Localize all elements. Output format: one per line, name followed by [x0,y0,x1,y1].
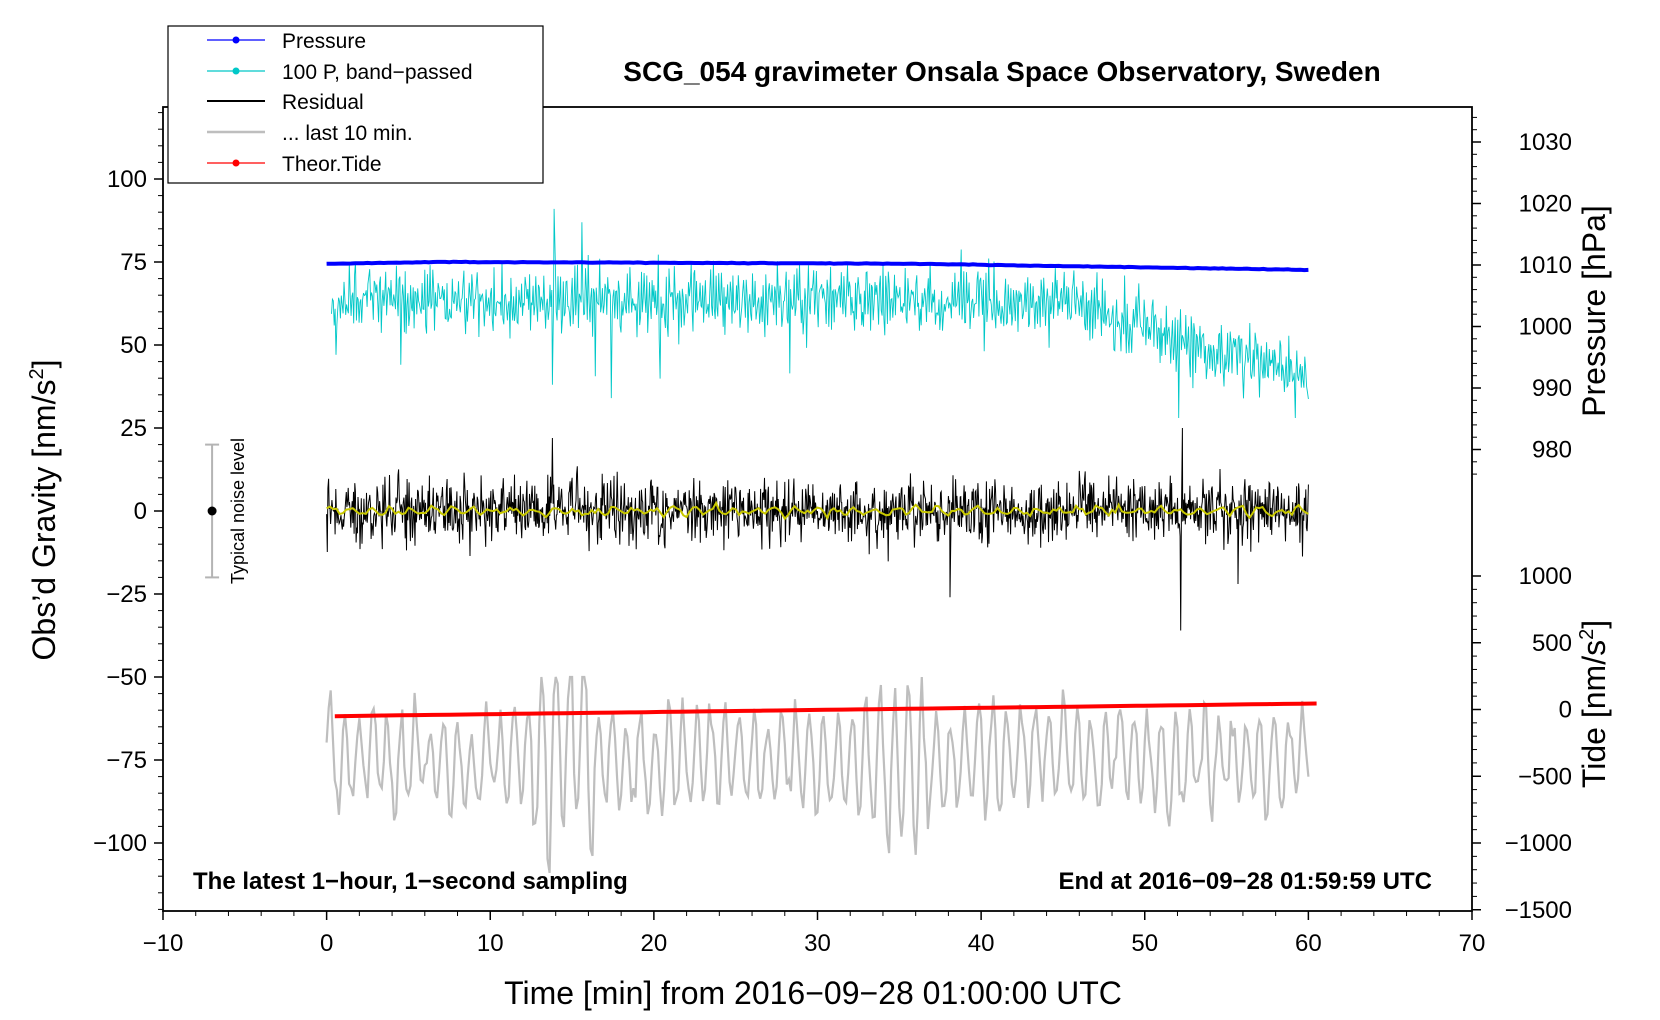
x-tick-label: 70 [1459,930,1486,957]
legend-marker-pressure [232,36,240,44]
noise-level-label: Typical noise level [228,438,248,584]
legend-item-residual: Residual [207,91,364,114]
y-left-tick-label: −25 [106,581,147,608]
y-pressure-tick-label: 980 [1532,437,1572,464]
sampling-note: The latest 1−hour, 1−second sampling [193,868,628,895]
y-pressure-tick-label: 1000 [1519,314,1572,341]
y-tide-tick-label: 0 [1559,697,1572,724]
legend-label-last-10-min: ... last 10 min. [282,122,413,145]
x-axis-title: Time [min] from 2016−09−28 01:00:00 UTC [504,975,1122,1011]
x-tick-label: 50 [1131,930,1158,957]
y-tide-tick-label: −1000 [1505,830,1572,857]
end-time-note: End at 2016−09−28 01:59:59 UTC [1058,868,1432,895]
y-tide-tick-label: −1500 [1505,897,1572,924]
y-left-tick-label: −50 [106,664,147,691]
series-band-passed [331,208,1309,419]
y-axis-tide-title: Tide [nm/s2] [1576,620,1612,788]
noise-indicator: Typical noise level [205,438,248,584]
y-left-tick-label: −75 [106,747,147,774]
y-left-title-sup: 2 [26,368,48,379]
y-left-tick-label: 50 [120,332,147,359]
noise-level-dot [207,506,217,516]
legend-marker-band-passed [232,67,240,75]
legend-item-last-10-min: ... last 10 min. [207,122,413,145]
legend-label-theor-tide: Theor.Tide [282,153,382,176]
y-tide-tick-label: 500 [1532,630,1572,657]
y-left-title-end: ] [26,360,62,369]
legend-item-band-passed: 100 P, band−passed [207,61,473,84]
x-tick-label: 0 [320,930,333,957]
legend: Pressure 100 P, band−passed Residual ...… [167,25,544,184]
x-tick-label: 20 [641,930,668,957]
y-tide-title-end: ] [1576,620,1612,629]
x-tick-label: 30 [804,930,831,957]
legend-label-residual: Residual [282,91,364,114]
legend-item-theor-tide: Theor.Tide [207,153,382,176]
chart-title: SCG_054 gravimeter Onsala Space Observat… [623,56,1380,87]
series-residual [326,427,1309,631]
legend-label-band-passed: 100 P, band−passed [282,61,473,84]
legend-box [167,25,544,184]
y-axis-pressure-title: Pressure [hPa] [1576,205,1612,417]
y-pressure-tick-label: 1020 [1519,191,1572,218]
legend-label-pressure: Pressure [282,30,366,53]
legend-marker-theor-tide [232,159,240,167]
y-left-tick-label: 0 [134,498,147,525]
legend-item-pressure: Pressure [207,30,366,53]
y-tide-title-sup: 2 [1576,629,1598,640]
y-left-tick-label: 100 [107,166,147,193]
y-left-title-main: Obs’d Gravity [nm/s [26,380,62,661]
y-left-tick-label: −100 [93,830,147,857]
y-pressure-tick-label: 990 [1532,375,1572,402]
y-pressure-tick-label: 1010 [1519,252,1572,279]
y-tide-tick-label: 1000 [1519,563,1572,590]
y-pressure-tick-label: 1030 [1519,129,1572,156]
y-tide-tick-label: −500 [1518,763,1572,790]
y-tide-title-main: Tide [nm/s [1576,640,1612,788]
x-tick-label: 40 [968,930,995,957]
series-last-10-min [325,675,1310,874]
x-tick-label: 10 [477,930,504,957]
series-residual-smoothed [326,500,1309,521]
x-tick-label: −10 [143,930,184,957]
y-left-tick-label: 75 [120,249,147,276]
x-tick-label: 60 [1295,930,1322,957]
series-theor-tide [334,701,1317,719]
y-axis-left-title: Obs’d Gravity [nm/s2] [26,360,62,661]
y-left-tick-label: 25 [120,415,147,442]
series-pressure [326,259,1309,273]
